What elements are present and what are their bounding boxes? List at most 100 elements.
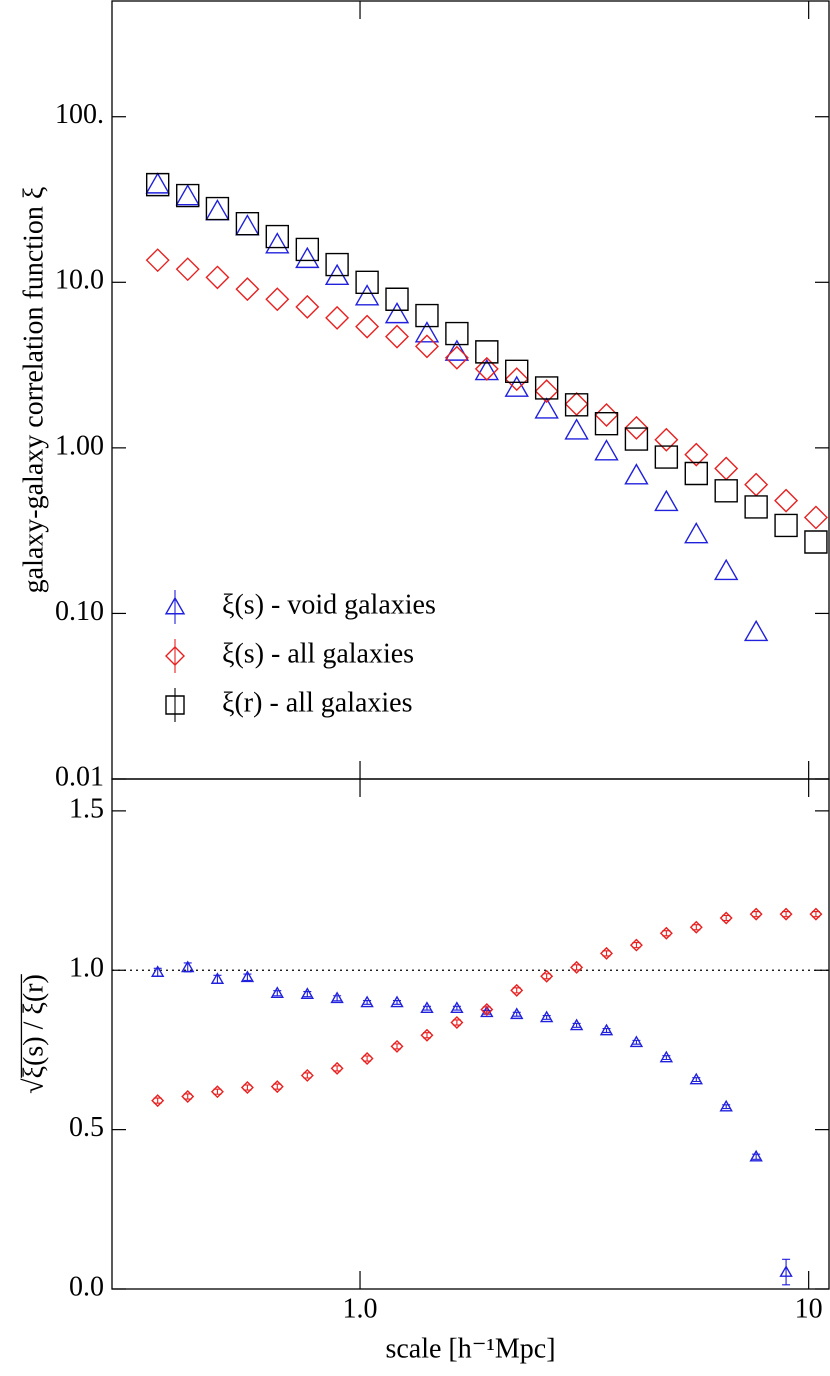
- y-tick-label: 1.5: [69, 793, 104, 824]
- marker: [534, 376, 559, 400]
- marker: [539, 1010, 554, 1023]
- marker: [684, 442, 709, 467]
- marker: [384, 301, 410, 324]
- marker: [803, 505, 828, 530]
- marker: [390, 1039, 404, 1053]
- marker: [414, 334, 439, 359]
- marker: [145, 172, 170, 197]
- marker: [594, 402, 619, 427]
- y-tick-label: 100.: [55, 99, 104, 130]
- marker: [145, 172, 170, 194]
- y-tick-label: 1.0: [69, 953, 104, 984]
- marker: [504, 375, 529, 397]
- marker: [181, 1089, 195, 1103]
- marker: [594, 439, 619, 461]
- error-bar: [782, 1258, 791, 1286]
- marker: [570, 960, 584, 974]
- marker: [265, 232, 290, 254]
- marker: [390, 995, 404, 1008]
- error-bar: [243, 973, 252, 981]
- marker: [295, 294, 320, 319]
- marker: [300, 987, 315, 999]
- marker: [151, 1094, 165, 1108]
- error-bar: [273, 990, 282, 997]
- marker: [360, 995, 374, 1008]
- y-tick-label: 10.0: [55, 265, 104, 296]
- marker: [714, 456, 739, 481]
- marker: [295, 237, 320, 262]
- marker: [654, 427, 679, 452]
- marker: [624, 463, 649, 485]
- y-axis-label-group: √ξ(s) / ξ(r): [18, 974, 49, 1094]
- marker: [210, 972, 225, 984]
- marker: [540, 969, 554, 983]
- marker: [295, 246, 320, 269]
- marker: [684, 522, 709, 544]
- marker: [444, 339, 470, 361]
- plot-frame: [111, 778, 830, 1290]
- marker: [659, 926, 673, 940]
- marker: [534, 379, 559, 404]
- legend-label: ξ(s) - all galaxies: [222, 638, 414, 669]
- marker: [474, 356, 499, 381]
- y-tick-label: 1.00: [55, 430, 104, 461]
- marker: [719, 911, 733, 925]
- marker: [415, 303, 439, 328]
- marker: [779, 1265, 793, 1277]
- marker: [450, 1016, 464, 1030]
- marker: [749, 907, 763, 921]
- marker: [689, 1072, 703, 1085]
- marker: [205, 265, 230, 290]
- marker: [629, 938, 643, 952]
- marker: [600, 946, 613, 960]
- marker: [534, 397, 559, 419]
- marker: [385, 287, 409, 311]
- marker: [300, 1068, 314, 1082]
- error-bar: [333, 995, 342, 1002]
- marker: [804, 530, 828, 554]
- marker: [175, 184, 200, 206]
- marker: [809, 907, 823, 921]
- marker: [414, 321, 440, 343]
- y-axis-label: √ξ(s) / ξ(r): [18, 974, 49, 1094]
- plot-frame: [111, 0, 830, 780]
- marker: [175, 257, 200, 282]
- marker: [360, 1052, 374, 1066]
- marker: [744, 495, 768, 519]
- marker: [749, 1149, 763, 1162]
- marker: [774, 513, 798, 538]
- marker: [181, 960, 195, 973]
- legend-label: ξ(r) - all galaxies: [222, 687, 413, 718]
- marker: [713, 558, 739, 581]
- marker: [355, 270, 379, 294]
- marker: [774, 488, 799, 513]
- legend-marker: [165, 695, 185, 715]
- x-tick-label: 1.0: [343, 1293, 378, 1324]
- error-bar: [303, 991, 312, 998]
- marker: [420, 1001, 434, 1014]
- y-tick-label: 0.01: [55, 761, 104, 792]
- marker: [210, 1085, 224, 1099]
- marker: [420, 1028, 434, 1042]
- marker: [450, 1001, 464, 1014]
- error-bar: [752, 1153, 761, 1160]
- legend-marker: [164, 596, 186, 615]
- marker: [235, 214, 260, 236]
- y-axis-label: galaxy-galaxy correlation function ξ: [18, 187, 49, 594]
- legend-marker: [165, 646, 185, 666]
- marker: [324, 263, 350, 286]
- y-tick-label: 0.5: [69, 1112, 104, 1143]
- marker: [779, 907, 793, 921]
- marker: [569, 1018, 584, 1031]
- marker: [480, 1002, 494, 1016]
- marker: [145, 248, 170, 273]
- marker: [205, 196, 230, 221]
- marker: [325, 252, 349, 277]
- legend-label: ξ(s) - void galaxies: [222, 589, 436, 620]
- marker: [510, 983, 524, 997]
- marker: [270, 1080, 284, 1094]
- marker: [235, 211, 260, 236]
- marker: [444, 345, 469, 370]
- marker: [654, 445, 679, 469]
